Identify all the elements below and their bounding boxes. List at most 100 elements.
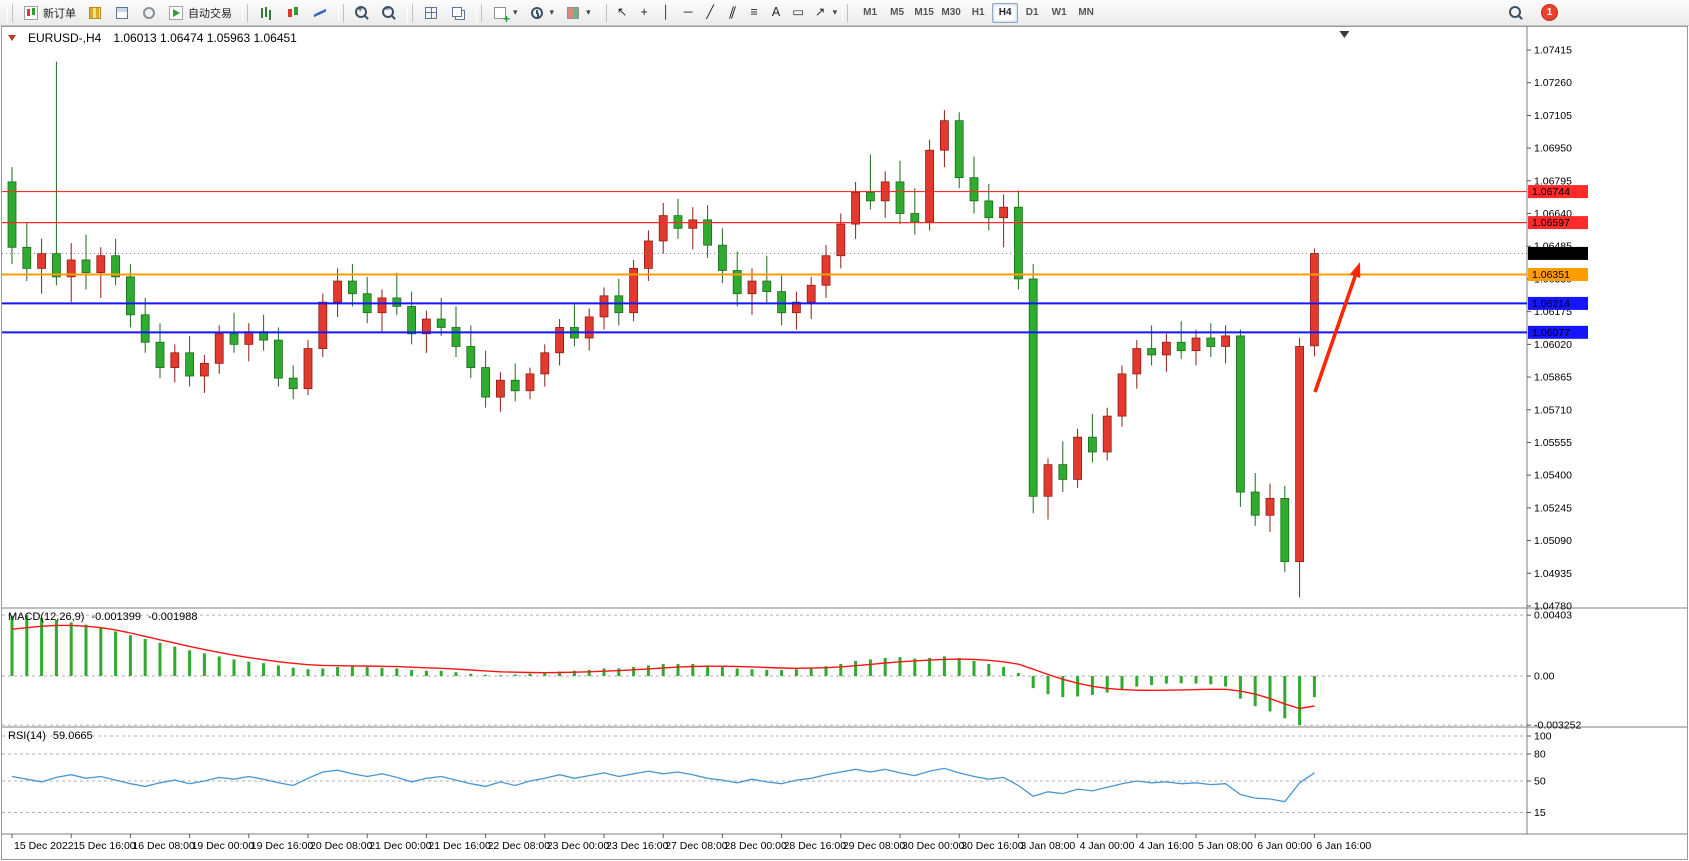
fibonacci-button[interactable]: ≡ [750,5,758,19]
macd-value-signal: -0.001988 [147,611,198,623]
svg-text:1.04935: 1.04935 [1534,568,1572,580]
current-price-label: 1.06451 [2,246,1588,260]
zoom-in-button[interactable]: + [349,1,375,25]
vertical-line-button[interactable]: │ [662,5,670,19]
tf-button-m1[interactable]: M1 [863,6,878,18]
tile-windows-button[interactable] [418,1,444,25]
tf-button-w1[interactable]: W1 [1051,6,1067,18]
market-watch-button[interactable] [82,1,108,25]
arrow-annotation[interactable] [1313,262,1361,393]
tf-button-m5[interactable]: M5 [890,6,905,18]
tf-button-m30[interactable]: M30 [941,6,961,18]
new-order-label: 新订单 [43,7,76,20]
svg-text:6 Jan 16:00: 6 Jan 16:00 [1316,840,1371,852]
toolbar-grip[interactable] [407,3,413,22]
search-icon [1508,5,1524,21]
one-click-trading-icon[interactable] [8,35,16,41]
new-order-button[interactable]: 新订单 [18,1,81,25]
candlestick-chart-icon [285,5,301,21]
svg-text:23 Dec 16:00: 23 Dec 16:00 [606,840,669,852]
svg-text:0.00403: 0.00403 [1534,610,1572,622]
svg-text:28 Dec 00:00: 28 Dec 00:00 [724,840,787,852]
navigator-button[interactable] [136,1,162,25]
tf-button-h4[interactable]: H4 [992,2,1019,23]
horizontal-line-button[interactable]: ─ [683,5,693,19]
dropdown-arrow-icon[interactable]: ▾ [832,7,838,17]
svg-text:1.06214: 1.06214 [1532,298,1570,310]
svg-text:1.07415: 1.07415 [1534,45,1572,57]
bar-chart-icon [258,5,274,21]
text-button[interactable]: A [771,5,781,19]
svg-text:23 Dec 00:00: 23 Dec 00:00 [547,840,610,852]
templates-button[interactable]: ▾ [560,1,596,25]
svg-text:1.07260: 1.07260 [1534,77,1572,89]
dropdown-arrow-icon[interactable]: ▾ [586,7,591,17]
horizontal-lines-layer[interactable]: 1.06744 1.06597 1.06351 1.06214 1.06077 [2,185,1588,339]
cascade-windows-button[interactable] [445,1,471,25]
text-label-button[interactable]: ▭ [792,5,804,19]
tf-button-h1[interactable]: H1 [971,6,985,18]
macd-value-main: -0.001399 [91,611,141,623]
navigator-icon [141,5,157,21]
dropdown-arrow-icon[interactable]: ▾ [513,7,518,17]
svg-text:5 Jan 08:00: 5 Jan 08:00 [1198,840,1253,852]
template-icon [565,5,581,21]
toolbar-grip[interactable] [476,3,482,22]
periods-button[interactable]: ▾ [524,1,560,25]
tile-windows-icon [423,5,439,21]
zoom-in-icon: + [354,4,370,21]
svg-text:15 Dec 16:00: 15 Dec 16:00 [73,840,136,852]
line-chart-icon [312,5,328,21]
svg-text:1.07105: 1.07105 [1534,110,1572,122]
svg-text:0.00: 0.00 [1534,671,1555,683]
svg-text:1.06077: 1.06077 [1532,327,1570,339]
svg-text:100: 100 [1534,731,1552,743]
candlestick-chart-button[interactable] [280,1,306,25]
toolbar-grip[interactable] [842,3,849,22]
line-chart-button[interactable] [307,1,333,25]
svg-text:27 Dec 08:00: 27 Dec 08:00 [665,840,728,852]
new-order-icon [23,5,39,21]
macd-panel: 0.00403 0.00 -0.003252 [2,610,1581,732]
svg-text:1.06744: 1.06744 [1532,186,1570,198]
autotrading-label: 自动交易 [188,7,232,20]
svg-text:15: 15 [1534,807,1546,819]
toolbar-grip[interactable] [7,3,13,22]
search-button[interactable] [1503,1,1529,25]
chart-shift-marker-icon [1339,31,1350,38]
svg-text:1.06795: 1.06795 [1534,175,1572,187]
svg-text:1.05865: 1.05865 [1534,372,1572,384]
bar-chart-button[interactable] [253,1,279,25]
svg-text:19 Dec 00:00: 19 Dec 00:00 [192,840,255,852]
main-toolbar: 新订单 自动交易 + − [0,0,1689,26]
toolbar-grip[interactable] [600,3,607,22]
autotrading-icon [168,5,184,21]
svg-text:1.06597: 1.06597 [1532,217,1570,229]
tf-button-mn[interactable]: MN [1078,6,1094,18]
chart-symbol-title: EURUSD-,H4 [28,31,102,45]
toolbar-grip[interactable] [338,3,344,22]
channel-button[interactable]: ∥ [726,5,738,19]
tf-button-m15[interactable]: M15 [914,6,934,18]
svg-text:29 Dec 08:00: 29 Dec 08:00 [843,840,906,852]
arrows-button[interactable]: ↗ [814,5,826,19]
new-chart-button[interactable]: ▾ [487,1,523,26]
cursor-button[interactable]: ↖ [616,5,628,19]
data-window-button[interactable] [109,1,135,25]
dropdown-arrow-icon[interactable]: ▾ [549,7,555,17]
crosshair-button[interactable]: + [640,5,648,19]
svg-text:-0.003252: -0.003252 [1534,720,1581,732]
tf-button-d1[interactable]: D1 [1025,6,1039,18]
autotrading-button[interactable]: 自动交易 [163,1,237,25]
zoom-out-button[interactable]: − [376,1,402,25]
toolbar-grip[interactable] [242,3,248,22]
svg-text:4 Jan 00:00: 4 Jan 00:00 [1080,840,1135,852]
trendline-button[interactable]: ╱ [706,5,714,19]
rsi-panel: 100 80 50 15 [2,731,1552,819]
svg-text:22 Dec 08:00: 22 Dec 08:00 [488,840,551,852]
notification-badge[interactable]: 1 [1541,4,1558,21]
svg-text:1.05710: 1.05710 [1534,404,1572,416]
